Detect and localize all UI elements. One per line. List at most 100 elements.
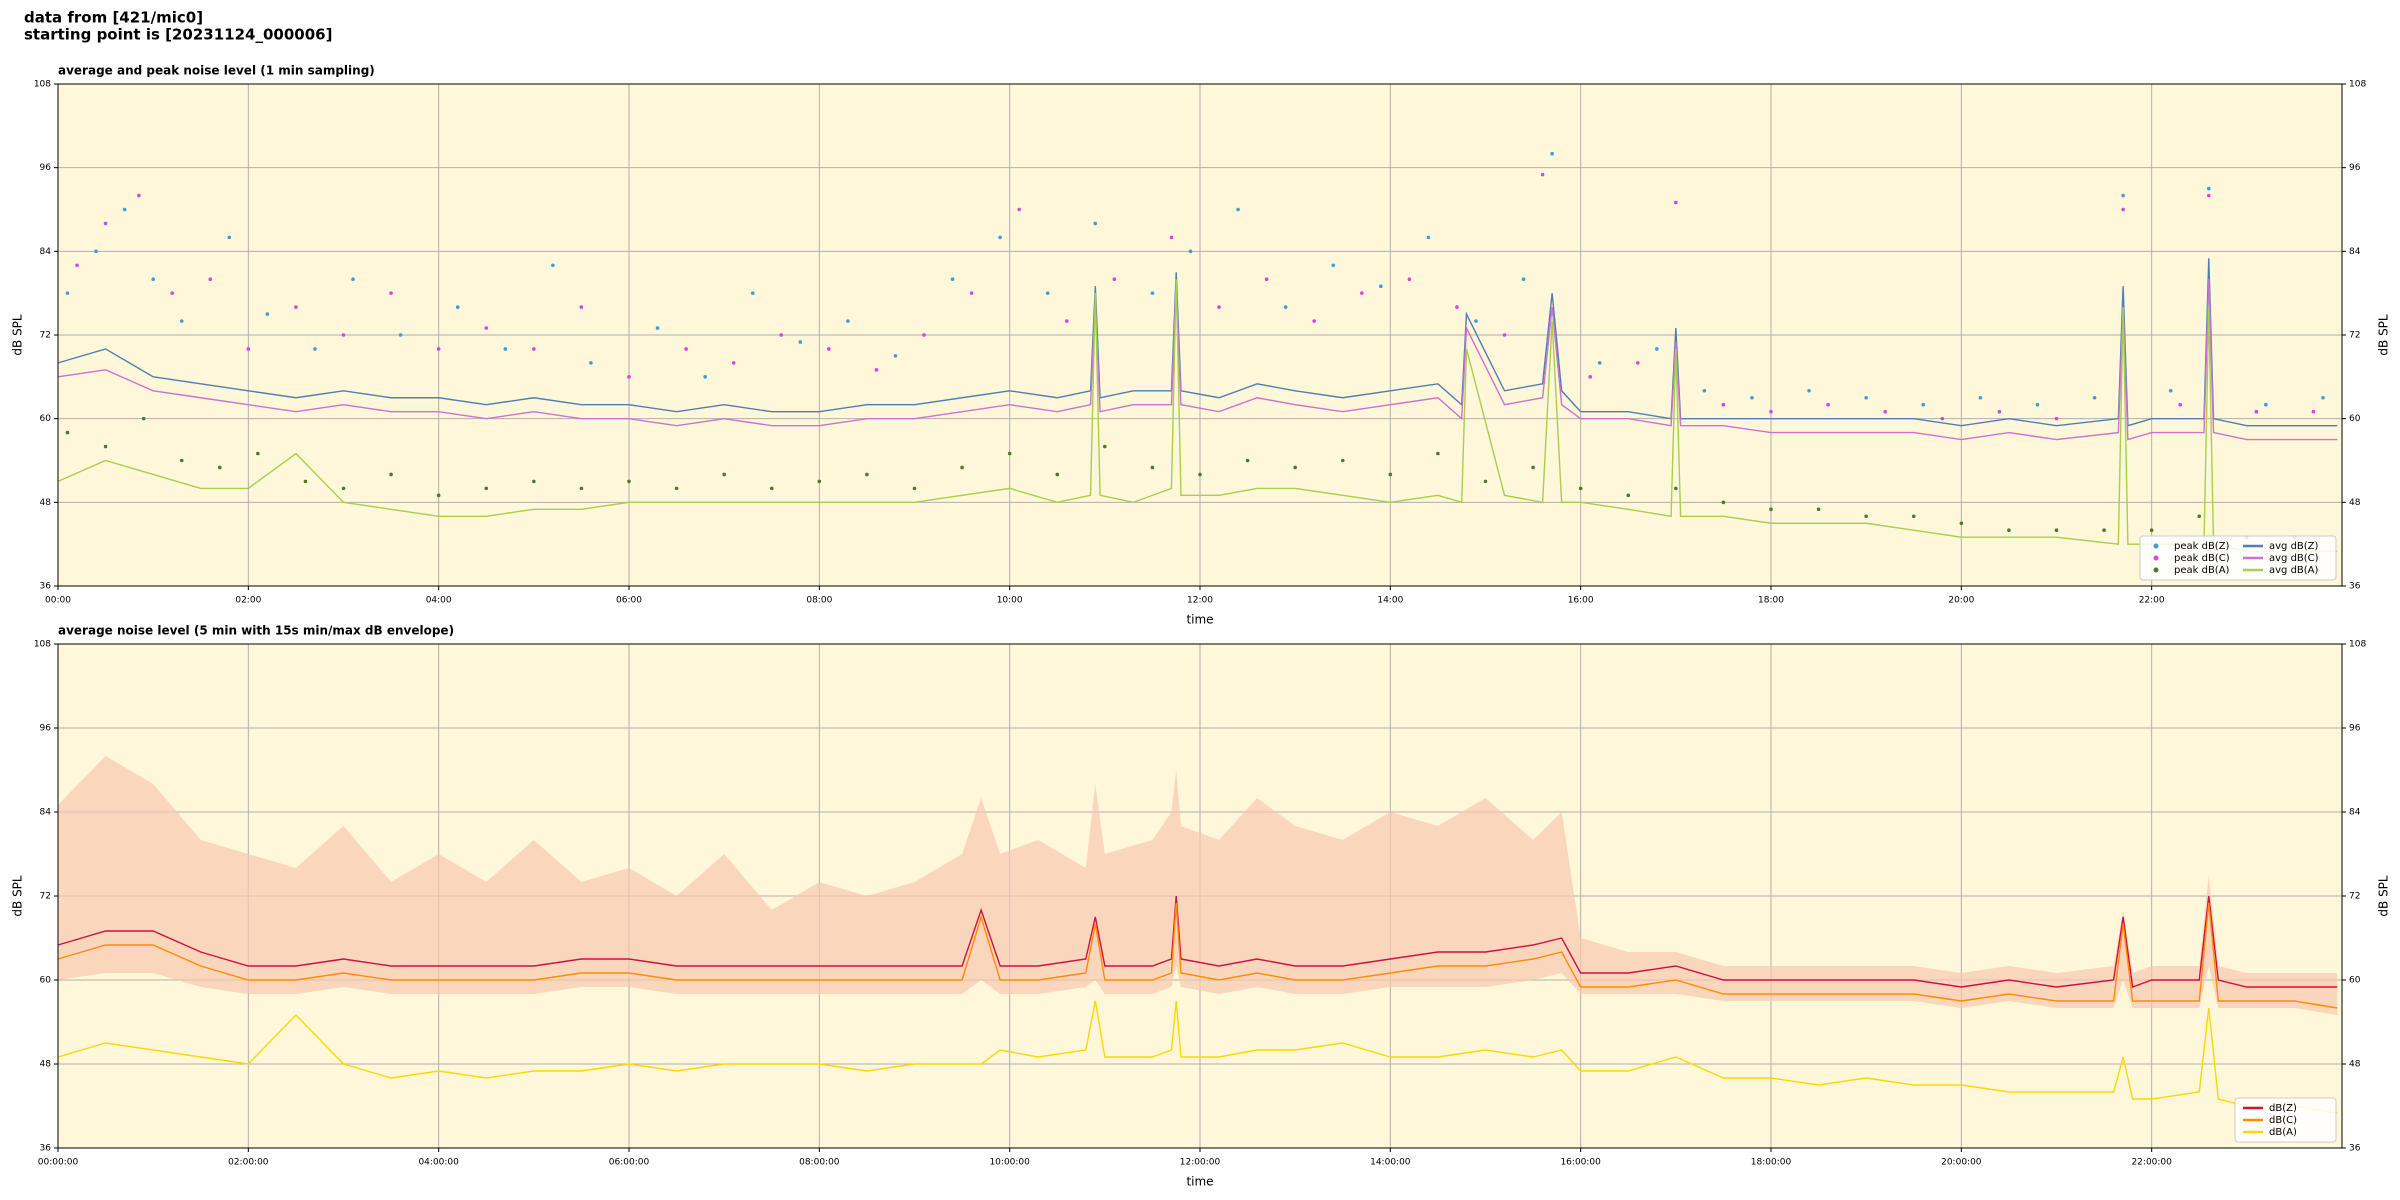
peak-point xyxy=(1436,451,1440,456)
peak-point xyxy=(2007,528,2011,533)
peak-point xyxy=(1055,472,1060,477)
y2-tick-label: 48 xyxy=(2349,498,2361,508)
x-tick-label: 10:00:00 xyxy=(989,1158,1030,1168)
x-tick-label: 20:00:00 xyxy=(1941,1158,1982,1168)
peak-point xyxy=(294,305,298,309)
y-tick-label: 48 xyxy=(40,498,52,508)
y-tick-label: 72 xyxy=(40,892,51,902)
peak-point xyxy=(1312,319,1316,323)
series-line xyxy=(57,902,2338,1009)
peak-point xyxy=(674,486,679,491)
y-tick-label: 108 xyxy=(34,640,51,650)
peak-point xyxy=(779,333,784,337)
peak-point xyxy=(75,263,79,268)
x-tick-label: 04:00 xyxy=(426,596,452,606)
peak-point xyxy=(750,291,755,295)
x-tick-label: 04:00:00 xyxy=(418,1158,459,1168)
peak-point xyxy=(1007,451,1012,456)
peak-point xyxy=(2264,402,2268,407)
y2-axis-label: dB SPL xyxy=(2377,314,2391,356)
peak-point xyxy=(1911,514,1916,519)
y2-tick-label: 36 xyxy=(2349,1144,2361,1154)
peak-point xyxy=(1750,395,1754,400)
peak-point xyxy=(960,465,964,470)
peak-point xyxy=(2054,528,2059,533)
peak-point xyxy=(1807,388,1811,393)
x-tick-label: 18:00:00 xyxy=(1751,1158,1792,1168)
legend-marker xyxy=(2153,543,2159,549)
peak-point xyxy=(484,486,489,491)
y-tick-label: 96 xyxy=(40,724,52,734)
peak-point xyxy=(1921,402,1926,407)
peak-point xyxy=(1550,151,1554,156)
x-tick-label: 14:00 xyxy=(1377,596,1403,606)
peak-point xyxy=(1483,479,1488,484)
peak-point xyxy=(1264,277,1269,282)
peak-point xyxy=(1940,416,1945,421)
peak-point xyxy=(313,347,317,351)
peak-point xyxy=(1978,395,1983,400)
x-tick-label: 16:00 xyxy=(1568,596,1594,606)
x-tick-label: 20:00 xyxy=(1948,596,1974,606)
peak-point xyxy=(208,277,213,282)
peak-point xyxy=(1217,305,1221,309)
peak-point xyxy=(65,291,70,295)
peak-point xyxy=(137,193,141,198)
figure-subtitle: starting point is [20231124_000006] xyxy=(24,26,332,44)
peak-point xyxy=(1340,458,1345,463)
y-tick-label: 36 xyxy=(40,582,52,592)
peak-point xyxy=(1626,493,1631,498)
peak-point xyxy=(1331,263,1336,268)
legend-label: peak dB(Z) xyxy=(2174,541,2230,552)
peak-point xyxy=(1283,305,1288,309)
peak-point xyxy=(1826,402,1830,407)
x-tick-label: 16:00:00 xyxy=(1560,1158,1601,1168)
peak-point xyxy=(865,472,869,477)
x-axis-label: time xyxy=(1186,613,1213,627)
peak-point xyxy=(265,312,270,316)
peak-point xyxy=(874,368,879,372)
x-tick-label: 10:00 xyxy=(997,596,1023,606)
peak-point xyxy=(1578,486,1583,491)
peak-point xyxy=(1093,221,1098,226)
peak-point xyxy=(1426,235,1431,240)
peak-point xyxy=(579,305,584,309)
peak-point xyxy=(1388,472,1393,477)
peak-point xyxy=(798,340,803,344)
x-tick-label: 08:00:00 xyxy=(799,1158,840,1168)
peak-point xyxy=(341,486,346,491)
peak-point xyxy=(503,347,508,351)
y2-tick-label: 60 xyxy=(2349,414,2361,424)
chart-title: average and peak noise level (1 min samp… xyxy=(58,64,375,78)
peak-point xyxy=(1674,486,1678,491)
y2-tick-label: 96 xyxy=(2349,724,2361,734)
peak-point xyxy=(256,451,260,456)
peak-point xyxy=(2121,207,2125,212)
peak-point xyxy=(1864,514,1868,519)
peak-point xyxy=(1721,500,1726,505)
figure-title: data from [421/mic0] xyxy=(24,9,203,27)
peak-point xyxy=(2054,416,2059,421)
peak-point xyxy=(551,263,555,268)
plot-frame xyxy=(57,83,2343,587)
peak-point xyxy=(2092,395,2097,400)
peak-point xyxy=(398,333,403,337)
y2-tick-label: 84 xyxy=(2349,808,2361,818)
peak-point xyxy=(2254,409,2259,414)
peak-point xyxy=(1103,444,1107,449)
y-tick-label: 60 xyxy=(40,976,52,986)
peak-point xyxy=(389,472,393,477)
legend-label: avg dB(Z) xyxy=(2269,541,2319,552)
y2-tick-label: 72 xyxy=(2349,331,2360,341)
peak-point xyxy=(2311,409,2316,414)
peak-point xyxy=(627,479,631,484)
legend-label: dB(A) xyxy=(2269,1127,2297,1138)
peak-point xyxy=(179,319,184,323)
peak-point xyxy=(217,465,222,470)
peak-point xyxy=(893,354,898,358)
x-tick-label: 22:00 xyxy=(2139,596,2165,606)
legend-label: peak dB(A) xyxy=(2174,565,2230,576)
peak-point xyxy=(2168,388,2173,393)
x-tick-label: 06:00 xyxy=(616,596,642,606)
peak-point xyxy=(1150,291,1155,295)
